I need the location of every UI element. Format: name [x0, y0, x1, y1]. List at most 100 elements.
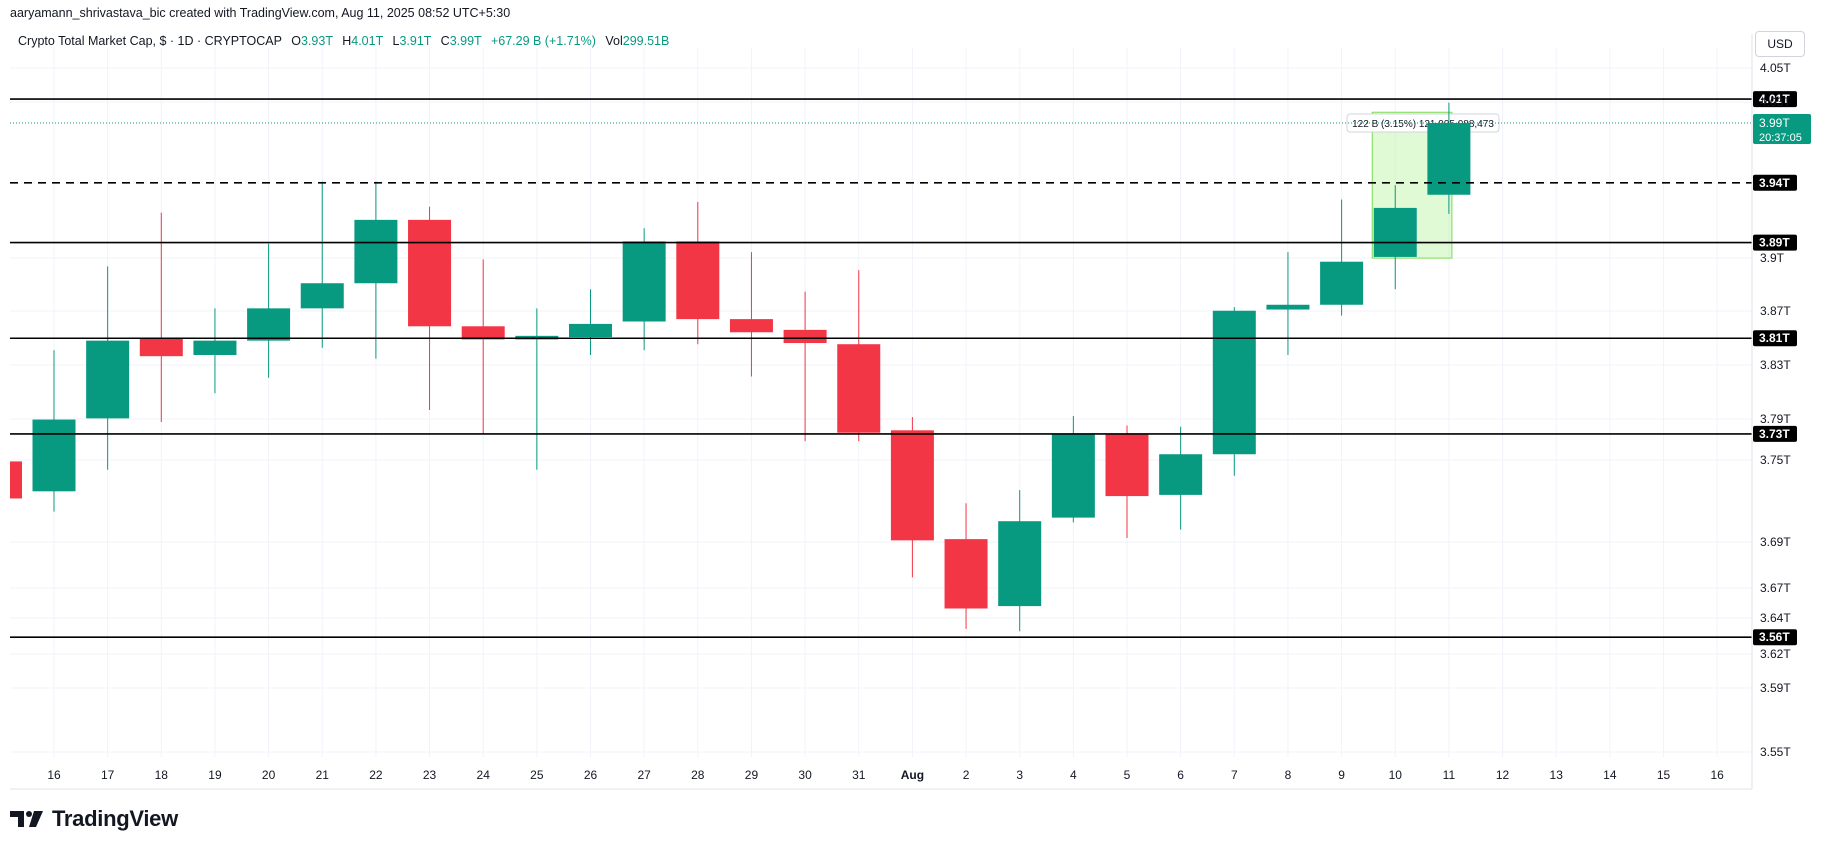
- x-tick-label: 28: [691, 768, 705, 782]
- x-tick-label: 31: [852, 768, 866, 782]
- candle-27: [622, 228, 666, 351]
- x-tick-label: 21: [316, 768, 330, 782]
- y-tick-label: 3.83T: [1760, 358, 1791, 372]
- level-tag-bg: [1753, 234, 1797, 251]
- symbol-title[interactable]: Crypto Total Market Cap, $ · 1D · CRYPTO…: [18, 34, 282, 48]
- x-tick-label: 14: [1603, 768, 1617, 782]
- candle-body: [569, 323, 612, 338]
- y-tick-label: 3.64T: [1760, 611, 1791, 625]
- y-tick-label: 3.62T: [1760, 647, 1791, 661]
- candle-25: [515, 308, 559, 470]
- y-tick-label: 3.59T: [1760, 681, 1791, 695]
- currency-button[interactable]: USD: [1755, 31, 1805, 57]
- change-value: +67.29 B (+1.71%): [490, 34, 596, 48]
- candle-24: [461, 259, 505, 434]
- candle-body: [1212, 310, 1256, 455]
- x-tick-label: 25: [530, 768, 544, 782]
- y-tick-label: 4.05T: [1760, 61, 1791, 75]
- candle-body: [729, 319, 773, 333]
- symbol-legend: Crypto Total Market Cap, $ · 1D · CRYPTO…: [18, 34, 669, 48]
- x-tick-label: 5: [1124, 768, 1131, 782]
- x-tick-label: 27: [637, 768, 651, 782]
- x-tick-label: 3: [1016, 768, 1023, 782]
- candle-7: [1212, 307, 1256, 476]
- candle-body: [890, 430, 934, 541]
- candle-body: [86, 340, 130, 419]
- x-tick-label: 20: [262, 768, 276, 782]
- x-tick-label: 6: [1177, 768, 1184, 782]
- low-label: L: [392, 34, 400, 48]
- y-tick-label: 3.79T: [1760, 412, 1791, 426]
- candle-body: [1159, 454, 1203, 495]
- y-tick-label: 3.75T: [1760, 453, 1791, 467]
- candle-4: [1051, 415, 1095, 523]
- chart-caption: aaryamann_shrivastava_bic created with T…: [10, 6, 511, 20]
- open-value: 3.93T: [300, 34, 333, 48]
- y-tick-label: 3.69T: [1760, 535, 1791, 549]
- y-tick-label: 3.9T: [1760, 251, 1785, 265]
- x-tick-label: 26: [584, 768, 598, 782]
- brand-name: TradingView: [52, 806, 178, 831]
- level-tag: 3.89T: [1759, 236, 1790, 250]
- candlestick-chart[interactable]: 122 B (3.15%) 121,995,088,473 4.01T 3.94T…: [0, 0, 1825, 800]
- candle-body: [1105, 433, 1149, 497]
- current-price-tag-bg: [1753, 114, 1811, 144]
- candle-2: [944, 503, 988, 629]
- x-tick-label: 7: [1231, 768, 1238, 782]
- chart-grid: [10, 48, 1752, 757]
- volume-label: Vol: [605, 34, 623, 48]
- x-tick-label: 16: [47, 768, 61, 782]
- candle-body: [676, 241, 720, 320]
- candle-8: [1266, 252, 1310, 355]
- x-tick-label: Aug: [901, 768, 924, 782]
- candle-19: [193, 308, 237, 394]
- candle-body: [998, 521, 1042, 607]
- x-tick-label: 16: [1710, 768, 1724, 782]
- candle-26: [569, 289, 612, 355]
- y-tick-label: 4.03T: [1760, 95, 1791, 109]
- candle-30: [783, 291, 827, 442]
- candle-31: [837, 270, 881, 442]
- candle-21: [300, 181, 344, 348]
- open-label: O: [291, 34, 301, 48]
- tradingview-brand[interactable]: TradingView: [10, 806, 178, 832]
- candle-20: [247, 243, 291, 378]
- high-label: H: [342, 34, 352, 48]
- candle-18: [139, 212, 183, 422]
- level-tag-bg: [1753, 174, 1797, 191]
- candle-22: [354, 181, 398, 359]
- tradingview-logo-icon: [10, 811, 43, 827]
- level-tag: 3.56T: [1759, 630, 1790, 644]
- candle-29: [729, 252, 773, 377]
- candle-body: [783, 329, 827, 344]
- measure-tool: 122 B (3.15%) 121,995,088,473: [1346, 111, 1500, 259]
- level-tag: 4.01T: [1759, 92, 1790, 106]
- candle-body: [944, 539, 988, 609]
- x-tick-label: 4: [1070, 768, 1077, 782]
- close-label: C: [440, 34, 450, 48]
- x-tick-label: 17: [101, 768, 115, 782]
- candle-10: [1373, 185, 1417, 290]
- candle-body: [139, 338, 183, 357]
- candle-11: [1427, 102, 1471, 214]
- candle-6: [1159, 426, 1203, 530]
- level-tag: 3.81T: [1759, 331, 1790, 345]
- candle-body: [1427, 123, 1471, 195]
- candle-body: [193, 340, 237, 355]
- x-tick-label: 19: [208, 768, 222, 782]
- candle-17: [86, 266, 130, 470]
- candle-body: [622, 241, 666, 322]
- level-tag-bg: [1753, 330, 1797, 347]
- candles: [10, 102, 1471, 632]
- x-tick-label: 15: [1657, 768, 1671, 782]
- high-value: 4.01T: [351, 34, 383, 48]
- candle-body: [837, 344, 881, 433]
- volume-value: 299.51B: [622, 34, 670, 48]
- level-tag-bg: [1753, 629, 1797, 646]
- y-tick-label: 3.67T: [1760, 581, 1791, 595]
- candle-16: [32, 350, 76, 512]
- level-tag-bg: [1753, 425, 1797, 442]
- x-tick-label: 11: [1443, 768, 1456, 782]
- x-tick-label: 9: [1338, 768, 1345, 782]
- x-tick-label: 24: [477, 768, 491, 782]
